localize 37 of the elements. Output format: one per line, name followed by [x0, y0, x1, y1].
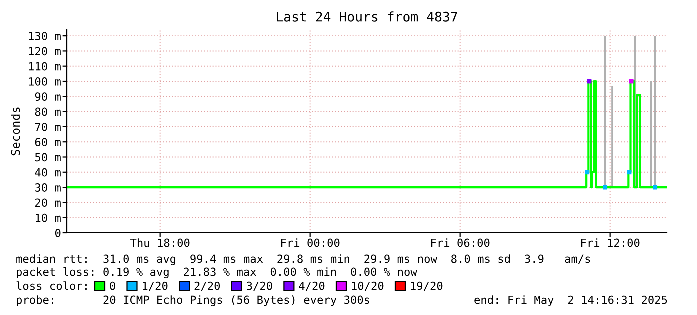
y-tick-label: 130 m [29, 32, 61, 40]
chart-title: Last 24 Hours from 4837 [277, 12, 458, 22]
y-tick-label: 70 m [35, 122, 61, 132]
legend-label: 0 [110, 282, 116, 290]
y-tick-label: 90 m [35, 92, 61, 102]
point [653, 185, 658, 190]
legend-label: 19/20 [411, 282, 443, 292]
y-tick-label: 60 m [35, 138, 61, 147]
legend-label: 1/20 [143, 282, 168, 292]
y-tick-label: 40 m [35, 168, 61, 177]
x-tick-label: Thu 18:00 [130, 238, 190, 248]
y-tick-label: 0 [55, 229, 61, 238]
y-tick-label: 80 m [35, 108, 61, 116]
x-tick-label: Fri 00:00 [281, 238, 340, 248]
y-tick-label: 20 m [36, 198, 61, 208]
point [629, 79, 634, 84]
legend-title: loss color: [16, 282, 87, 290]
point [627, 170, 632, 175]
x-tick-label: Fri 12:00 [581, 238, 640, 248]
y-tick-label: 110 m [29, 62, 61, 71]
text: end: Fri May 2 14:16:31 2025 [474, 296, 668, 306]
y-tick-label: 10 m [36, 214, 61, 222]
text: median rtt: 31.0 ms avg 99.4 ms max 29.8 ms min 29.9 ms now 8.0 ms sd 3.9 am/s [16, 254, 590, 266]
point [585, 170, 590, 175]
x-tick-label: Fri 06:00 [431, 238, 490, 248]
legend-label: 4/20 [299, 282, 325, 292]
text: packet loss: 0.19 % avg 21.83 % max 0.00 % min 0.00 % now [17, 268, 418, 278]
y-tick-label: 100 m [29, 78, 61, 86]
point [603, 185, 608, 190]
legend-label: 10/20 [352, 282, 384, 292]
y-axis-title: Seconds [11, 108, 20, 156]
legend-label: 3/20 [247, 282, 272, 292]
legend-label: 2/20 [194, 282, 220, 292]
y-tick-label: 50 m [35, 153, 61, 162]
y-tick-label: 30 m [35, 184, 61, 192]
text: probe: 20 ICMP Echo Pings (56 Bytes) every 300s [17, 296, 370, 306]
y-tick-label: 120 m [29, 47, 61, 56]
